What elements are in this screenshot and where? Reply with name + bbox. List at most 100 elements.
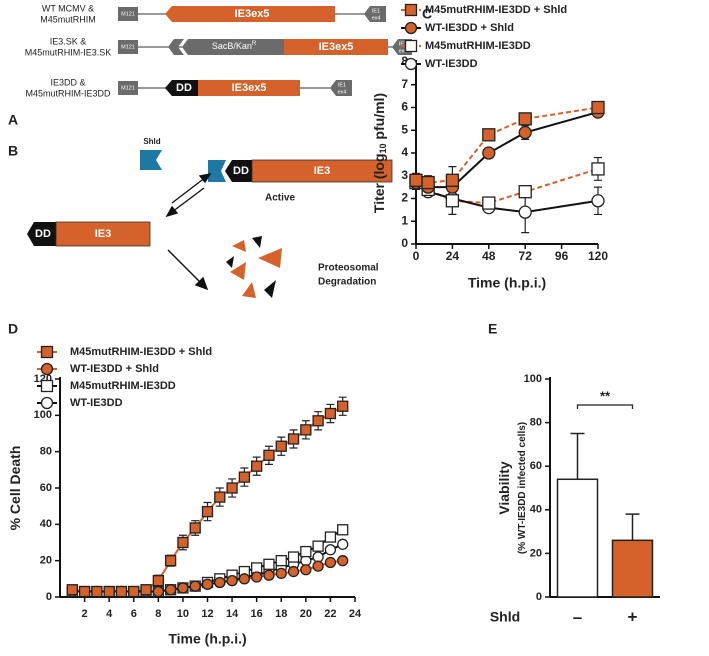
marker: [337, 538, 349, 550]
x-tick-label: 18: [275, 608, 287, 620]
y-tick-label: 0: [536, 591, 542, 603]
row-label: WT MCMV &: [42, 3, 94, 13]
row-label: IE3.SK &: [50, 36, 87, 46]
y-tick-label: 3: [401, 168, 408, 182]
marker: [189, 522, 201, 534]
legend-marker: [40, 362, 54, 376]
ie3-label: IE3: [95, 228, 112, 240]
y-tick-label: 0: [401, 236, 408, 250]
dd-label: DD: [35, 228, 51, 240]
marker: [177, 536, 189, 549]
diagram-a: WT MCMV & M45mutRHIM M121 IE3ex5 IE1 ex4…: [25, 3, 412, 98]
y-axis-label: Titer (log10 pfu/ml): [371, 93, 389, 213]
panel-label: D: [8, 321, 18, 337]
marker: [201, 505, 214, 518]
x-tick-label: –: [573, 607, 582, 626]
gene-label: SacB/KanR: [212, 41, 257, 52]
gene-label: R: [252, 41, 257, 47]
marker: [91, 585, 103, 598]
y-tick-label: 60: [40, 482, 52, 494]
y-axis-label-part: Viability: [496, 461, 512, 515]
marker: [409, 173, 423, 187]
marker: [263, 558, 275, 570]
x-tick-label: 72: [519, 249, 533, 263]
gene-label: ex4: [372, 15, 381, 21]
legend-marker: [404, 57, 418, 71]
x-tick-label: 4: [106, 608, 113, 620]
gene-label: IE1: [399, 41, 407, 47]
marker: [445, 173, 460, 187]
dd-label: DD: [233, 165, 249, 177]
marker: [445, 194, 460, 208]
marker: [152, 575, 164, 587]
gene: [198, 80, 300, 96]
significance-bracket: [576, 404, 634, 409]
legend-marker: [404, 3, 418, 17]
marker: [214, 576, 226, 589]
x-tick-label: 16: [251, 608, 263, 620]
marker: [518, 125, 532, 140]
legend-label: WT-IE3DD: [425, 58, 478, 70]
marker: [263, 449, 275, 461]
y-tick-label: 2: [401, 191, 408, 205]
error-bar: [625, 513, 640, 541]
gene: [118, 7, 138, 21]
marker: [421, 175, 435, 190]
marker: [337, 524, 349, 536]
marker: [287, 565, 300, 578]
marker: [300, 424, 312, 436]
series-line: [415, 167, 599, 205]
series-line: [415, 179, 599, 214]
marker: [275, 567, 287, 580]
y-tick-label: 6: [401, 100, 408, 114]
gene-label: M121: [121, 85, 135, 91]
x-tick-label: 120: [588, 249, 608, 263]
marker: [140, 584, 152, 596]
marker: [115, 585, 128, 598]
gene: [182, 39, 284, 55]
marker: [78, 585, 91, 598]
gene: [284, 39, 388, 55]
ie3: [251, 159, 393, 183]
marker: [238, 471, 251, 483]
y-tick-label: 80: [40, 446, 52, 458]
arrows: [165, 172, 212, 291]
x-axis-label: Shld: [490, 609, 520, 625]
panel-label: E: [488, 321, 497, 337]
legend-label: M45mutRHIM-IE3DD + Shld: [425, 4, 567, 16]
legend-label: M45mutRHIM-IE3DD + Shld: [70, 346, 212, 358]
gene-label: SacB/Kan: [212, 41, 252, 51]
marker: [238, 573, 251, 585]
active-label: Active: [265, 193, 295, 204]
degradation-label: Proteosomal: [318, 263, 379, 274]
bar: [611, 539, 654, 598]
x-tick-label: 14: [226, 608, 239, 620]
gene: [165, 80, 198, 96]
marker: [591, 100, 605, 115]
dd: [225, 160, 252, 182]
y-tick-label: 20: [40, 555, 52, 567]
marker: [337, 555, 349, 567]
y-axis-label-part: pfu/ml): [371, 93, 387, 144]
gene-label: M121: [121, 11, 135, 17]
marker: [287, 551, 300, 563]
marker: [275, 555, 287, 567]
legend-marker: [404, 39, 418, 53]
y-tick-label: 7: [401, 77, 408, 91]
marker: [226, 482, 238, 494]
gene: [330, 80, 352, 96]
gene: [118, 81, 138, 95]
x-tick-label: 22: [324, 608, 336, 620]
x-tick-label: 2: [82, 608, 88, 620]
legend-marker: [40, 379, 54, 393]
x-tick-label: 48: [482, 249, 496, 263]
gene: [118, 40, 138, 54]
marker: [591, 162, 605, 176]
marker: [482, 196, 496, 210]
gene: [364, 6, 386, 22]
gene-label: IE3ex5: [235, 8, 270, 20]
gene-label: IE3ex5: [232, 82, 267, 94]
x-tick-label: 10: [177, 608, 189, 620]
y-axis-label-part: Titer (log: [371, 153, 387, 213]
gene-label: IE3ex5: [319, 41, 354, 53]
